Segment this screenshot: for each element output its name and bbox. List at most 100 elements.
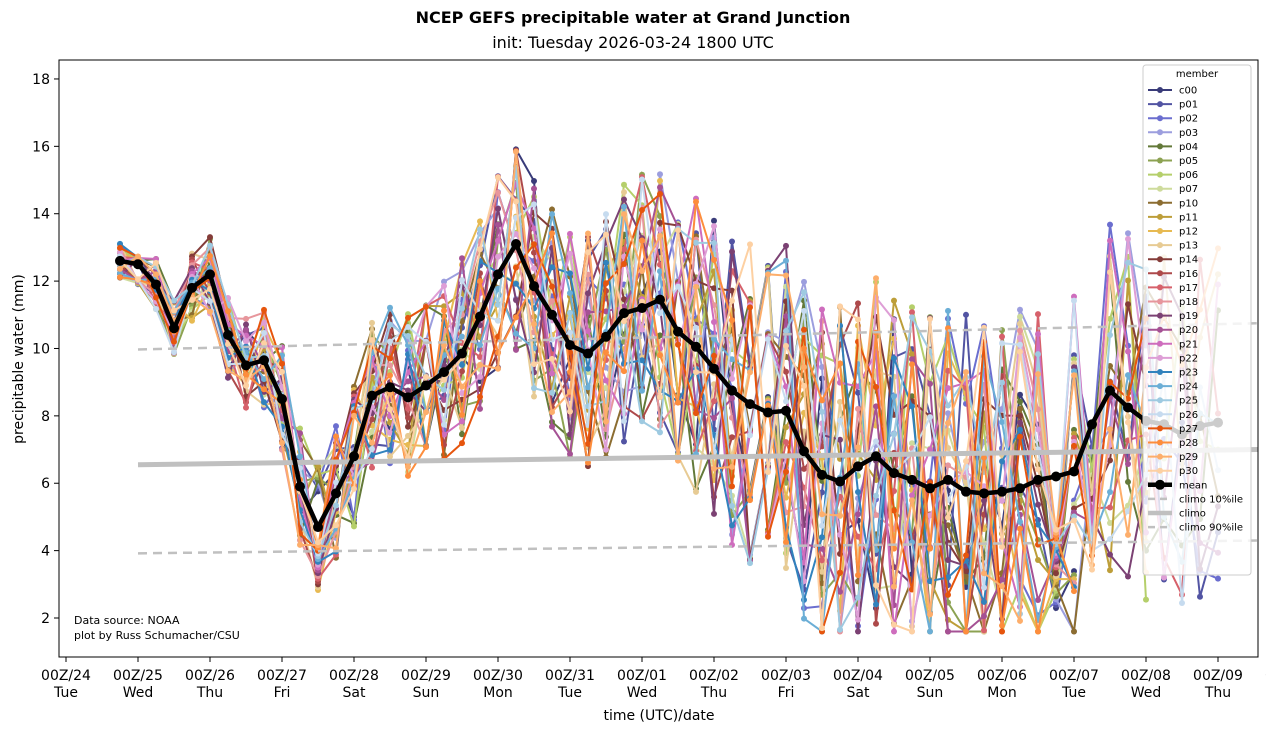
member-point-p28 bbox=[603, 349, 609, 356]
member-point-p17 bbox=[405, 405, 411, 412]
member-point-p29 bbox=[135, 253, 141, 260]
member-point-p24 bbox=[459, 333, 465, 340]
member-point-p22 bbox=[531, 265, 537, 272]
member-point-p21 bbox=[819, 306, 825, 313]
member-point-p23 bbox=[603, 259, 609, 266]
legend-label: p23 bbox=[1179, 368, 1198, 379]
member-point-p25 bbox=[1125, 259, 1131, 266]
member-point-p29 bbox=[801, 364, 807, 371]
member-point-p02 bbox=[333, 423, 339, 430]
member-point-p28 bbox=[621, 368, 627, 375]
member-point-p29 bbox=[1125, 531, 1131, 538]
member-point-p25 bbox=[441, 386, 447, 393]
y-axis-label: precipitable water (mm) bbox=[11, 274, 27, 444]
member-point-p14 bbox=[1107, 457, 1113, 464]
legend-swatch-marker bbox=[1157, 157, 1163, 164]
mean-point bbox=[115, 255, 125, 266]
member-point-p24 bbox=[387, 304, 393, 311]
legend-swatch-marker bbox=[1157, 298, 1163, 305]
member-point-p19 bbox=[243, 321, 249, 328]
mean-point bbox=[799, 446, 809, 457]
legend-item-p28: p28 bbox=[1148, 438, 1198, 449]
member-point-p29 bbox=[1035, 371, 1041, 378]
legend-item-p05: p05 bbox=[1148, 156, 1198, 167]
mean-point bbox=[925, 483, 935, 494]
member-point-p30 bbox=[567, 408, 573, 415]
member-point-p22 bbox=[261, 319, 267, 326]
member-point-p23 bbox=[873, 601, 879, 608]
x-tick-day-label: Fri bbox=[274, 685, 291, 701]
legend-item-p07: p07 bbox=[1148, 184, 1198, 195]
member-point-p04 bbox=[1017, 398, 1023, 405]
legend-item-p20: p20 bbox=[1148, 325, 1198, 336]
member-point-c00 bbox=[1017, 391, 1023, 398]
legend-label: p05 bbox=[1179, 156, 1198, 167]
member-point-p10 bbox=[1107, 363, 1113, 370]
legend-item-p14: p14 bbox=[1148, 255, 1198, 266]
mean-point bbox=[367, 390, 377, 401]
member-point-p30 bbox=[855, 316, 861, 323]
legend: member c00 p01 p02 p03 p04 p05 p06 p07 p10 p11 p12 p… bbox=[1142, 64, 1252, 576]
climo-line-median bbox=[137, 447, 1259, 468]
member-point-p29 bbox=[495, 365, 501, 372]
member-point-p26 bbox=[837, 417, 843, 424]
member-point-p29 bbox=[549, 409, 555, 416]
member-point-p20 bbox=[729, 395, 735, 402]
legend-item-p24: p24 bbox=[1148, 382, 1198, 393]
member-point-p14 bbox=[405, 423, 411, 430]
member-point-p17 bbox=[999, 333, 1005, 340]
member-point-p29 bbox=[909, 497, 915, 504]
member-point-p29 bbox=[369, 439, 375, 446]
member-point-p20 bbox=[1125, 460, 1131, 467]
member-point-p29 bbox=[945, 419, 951, 426]
legend-label: p16 bbox=[1179, 269, 1198, 280]
member-point-p21 bbox=[567, 230, 573, 237]
legend-item-p10: p10 bbox=[1148, 198, 1198, 209]
member-point-p19 bbox=[981, 497, 987, 504]
member-point-p27 bbox=[783, 468, 789, 475]
member-point-p25 bbox=[909, 314, 915, 321]
member-point-p27 bbox=[1125, 395, 1131, 402]
member-point-p25 bbox=[549, 389, 555, 396]
member-point-p30 bbox=[927, 316, 933, 323]
member-point-p10 bbox=[1017, 405, 1023, 412]
member-point-p26 bbox=[765, 336, 771, 343]
member-point-p30 bbox=[675, 227, 681, 234]
member-point-p27 bbox=[117, 244, 123, 251]
legend-swatch-marker bbox=[1157, 213, 1163, 220]
member-series-p25 bbox=[117, 164, 1221, 634]
member-point-p28 bbox=[405, 472, 411, 479]
mean-point bbox=[457, 348, 467, 359]
member-point-p21 bbox=[891, 628, 897, 635]
member-point-p30 bbox=[729, 297, 735, 304]
member-point-p24 bbox=[711, 335, 717, 342]
mean-point bbox=[871, 451, 881, 462]
legend-label: p25 bbox=[1179, 396, 1198, 407]
x-axis-label: time (UTC)/date bbox=[603, 708, 714, 724]
member-point-p25 bbox=[999, 379, 1005, 386]
legend-item-c00: c00 bbox=[1148, 86, 1197, 97]
member-point-p26 bbox=[801, 308, 807, 315]
member-point-p27 bbox=[621, 261, 627, 268]
member-point-p24 bbox=[657, 268, 663, 275]
member-point-p27 bbox=[153, 294, 159, 301]
legend-label: p06 bbox=[1179, 170, 1198, 181]
legend-swatch-marker bbox=[1157, 270, 1163, 277]
member-point-p25 bbox=[783, 328, 789, 335]
member-point-p25 bbox=[711, 240, 717, 247]
member-point-p23 bbox=[639, 357, 645, 364]
member-point-p17 bbox=[621, 246, 627, 253]
member-point-p30 bbox=[783, 342, 789, 349]
member-point-c00 bbox=[711, 217, 717, 224]
member-point-p22 bbox=[711, 223, 717, 230]
member-point-p27 bbox=[495, 333, 501, 340]
mean-point bbox=[1051, 471, 1061, 482]
member-point-p25 bbox=[333, 502, 339, 509]
member-point-p12 bbox=[657, 177, 663, 184]
member-point-p29 bbox=[351, 412, 357, 419]
member-point-p24 bbox=[927, 628, 933, 635]
member-point-p24 bbox=[783, 257, 789, 264]
member-point-p21 bbox=[549, 370, 555, 377]
legend-label: p24 bbox=[1179, 382, 1198, 393]
x-tick-label: 00Z/26 bbox=[185, 668, 235, 684]
